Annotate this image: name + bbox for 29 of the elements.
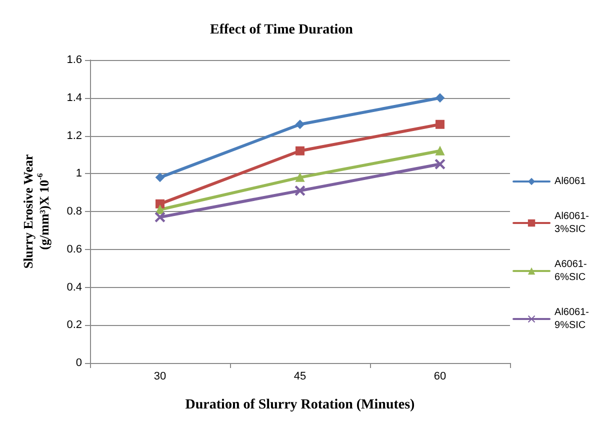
legend-label: Al6061 xyxy=(554,176,586,187)
point xyxy=(156,199,164,208)
point xyxy=(436,146,444,156)
point xyxy=(436,93,444,102)
y-tick-label: 0.6 xyxy=(66,243,82,256)
x-tick-label: 60 xyxy=(434,370,446,382)
point xyxy=(156,172,164,182)
y-tick-label: 0.8 xyxy=(66,206,82,218)
point xyxy=(155,212,165,222)
y-tick-label: 1.4 xyxy=(66,92,82,104)
legend-label: Al6061-9%SIC xyxy=(554,307,589,331)
y-tick-label: 0 xyxy=(76,357,82,369)
legend-label: A6061-6%SIC xyxy=(554,259,587,283)
chart-title: Effect of Time Duration xyxy=(210,22,354,38)
y-tick-label: 1 xyxy=(76,168,82,180)
x-tick-label: 30 xyxy=(154,370,166,382)
point xyxy=(295,186,305,196)
point xyxy=(435,159,445,170)
x-tick-label: 45 xyxy=(294,370,306,382)
y-tick-label: 1.6 xyxy=(66,54,82,66)
point xyxy=(436,120,444,129)
x-axis-title: Duration of Slurry Rotation (Minutes) xyxy=(185,398,416,412)
y-tick-label: 0.4 xyxy=(66,281,82,294)
point xyxy=(296,172,304,182)
point xyxy=(296,120,304,129)
point xyxy=(296,146,304,156)
legend-label: Al6061-3%SIC xyxy=(554,211,589,235)
y-tick-label: 0.2 xyxy=(66,319,82,332)
y-tick-label: 1.2 xyxy=(66,130,82,142)
